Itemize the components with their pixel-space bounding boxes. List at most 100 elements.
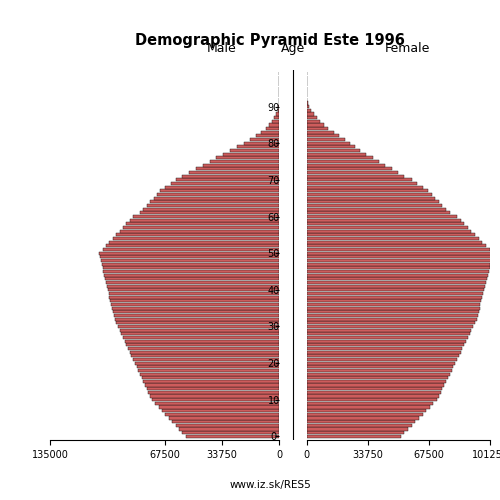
Text: www.iz.sk/RES5: www.iz.sk/RES5 (229, 480, 311, 490)
Bar (306, 387, 442, 390)
Bar (306, 108, 311, 112)
Bar (306, 262, 490, 266)
Bar (250, 138, 279, 141)
Bar (196, 168, 279, 170)
Bar (306, 164, 386, 167)
Bar (136, 365, 279, 368)
Bar (306, 156, 373, 160)
Bar (105, 278, 279, 280)
Bar (112, 306, 279, 310)
Bar (306, 146, 354, 148)
Bar (306, 130, 334, 134)
Bar (306, 340, 466, 342)
Bar (306, 391, 440, 394)
Bar (306, 124, 324, 126)
Bar (272, 120, 279, 123)
Bar (108, 288, 279, 292)
Bar (306, 259, 492, 262)
Bar (306, 248, 490, 251)
Bar (306, 218, 460, 222)
Bar (140, 212, 279, 214)
Text: Age: Age (281, 42, 305, 55)
Bar (144, 208, 279, 211)
Bar (306, 270, 488, 273)
Bar (102, 248, 279, 251)
Bar (306, 98, 308, 101)
Bar (306, 413, 422, 416)
Bar (306, 325, 474, 328)
Bar (306, 303, 480, 306)
Bar (186, 435, 279, 438)
Bar (306, 284, 485, 288)
Bar (306, 318, 477, 320)
Bar (262, 130, 279, 134)
Text: Female: Female (385, 42, 430, 55)
Bar (306, 244, 486, 248)
Bar (306, 196, 435, 200)
Bar (306, 208, 446, 211)
Bar (266, 127, 279, 130)
Bar (130, 218, 279, 222)
Bar (120, 328, 279, 332)
Bar (269, 124, 279, 126)
Bar (256, 134, 279, 138)
Bar (203, 164, 279, 167)
Bar (306, 120, 320, 123)
Text: Male: Male (207, 42, 237, 55)
Bar (306, 372, 450, 376)
Bar (306, 398, 437, 402)
Bar (116, 234, 279, 236)
Bar (306, 288, 484, 292)
Bar (138, 369, 279, 372)
Bar (113, 310, 279, 314)
Bar (142, 376, 279, 380)
Bar (145, 384, 279, 386)
Bar (182, 174, 279, 178)
Bar (306, 365, 454, 368)
Bar (306, 237, 478, 240)
Bar (113, 237, 279, 240)
Bar (166, 413, 279, 416)
Bar (306, 193, 432, 196)
Bar (306, 292, 483, 295)
Bar (114, 314, 279, 317)
Bar (104, 274, 279, 276)
Bar (274, 116, 279, 119)
Bar (155, 402, 279, 405)
Bar (306, 347, 462, 350)
Bar (182, 431, 279, 434)
Bar (306, 416, 419, 420)
Bar (123, 336, 279, 339)
Bar (110, 240, 279, 244)
Bar (306, 362, 455, 364)
Bar (306, 266, 490, 270)
Bar (306, 380, 446, 383)
Bar (306, 369, 452, 372)
Bar (170, 182, 279, 185)
Bar (306, 306, 480, 310)
Bar (114, 318, 279, 320)
Bar (111, 303, 279, 306)
Bar (223, 152, 279, 156)
Bar (306, 343, 464, 346)
Bar (108, 292, 279, 295)
Bar (244, 142, 279, 145)
Bar (216, 156, 279, 160)
Bar (306, 234, 475, 236)
Bar (176, 424, 279, 427)
Bar (306, 142, 350, 145)
Bar (147, 204, 279, 207)
Bar (101, 259, 279, 262)
Bar (276, 112, 279, 116)
Bar (152, 398, 279, 402)
Bar (278, 105, 279, 108)
Bar (102, 266, 279, 270)
Bar (118, 325, 279, 328)
Bar (154, 196, 279, 200)
Bar (106, 281, 279, 284)
Bar (236, 146, 279, 148)
Bar (306, 424, 412, 427)
Bar (306, 296, 482, 298)
Bar (306, 376, 448, 380)
Bar (306, 314, 478, 317)
